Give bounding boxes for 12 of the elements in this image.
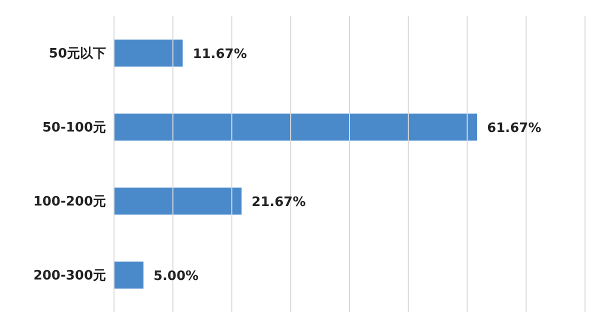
data-label: 11.67% <box>192 46 247 62</box>
data-label: 21.67% <box>252 194 306 210</box>
bar <box>114 114 478 141</box>
data-label: 5.00% <box>153 268 199 284</box>
y-tick-label: 100-200元 <box>33 194 106 210</box>
y-tick-label: 200-300元 <box>33 268 106 284</box>
bar <box>114 262 144 289</box>
bar <box>114 40 183 67</box>
bar <box>114 188 242 215</box>
y-tick-label: 50-100元 <box>42 120 106 136</box>
data-label: 61.67% <box>487 120 542 136</box>
y-tick-label: 50元以下 <box>48 46 106 62</box>
